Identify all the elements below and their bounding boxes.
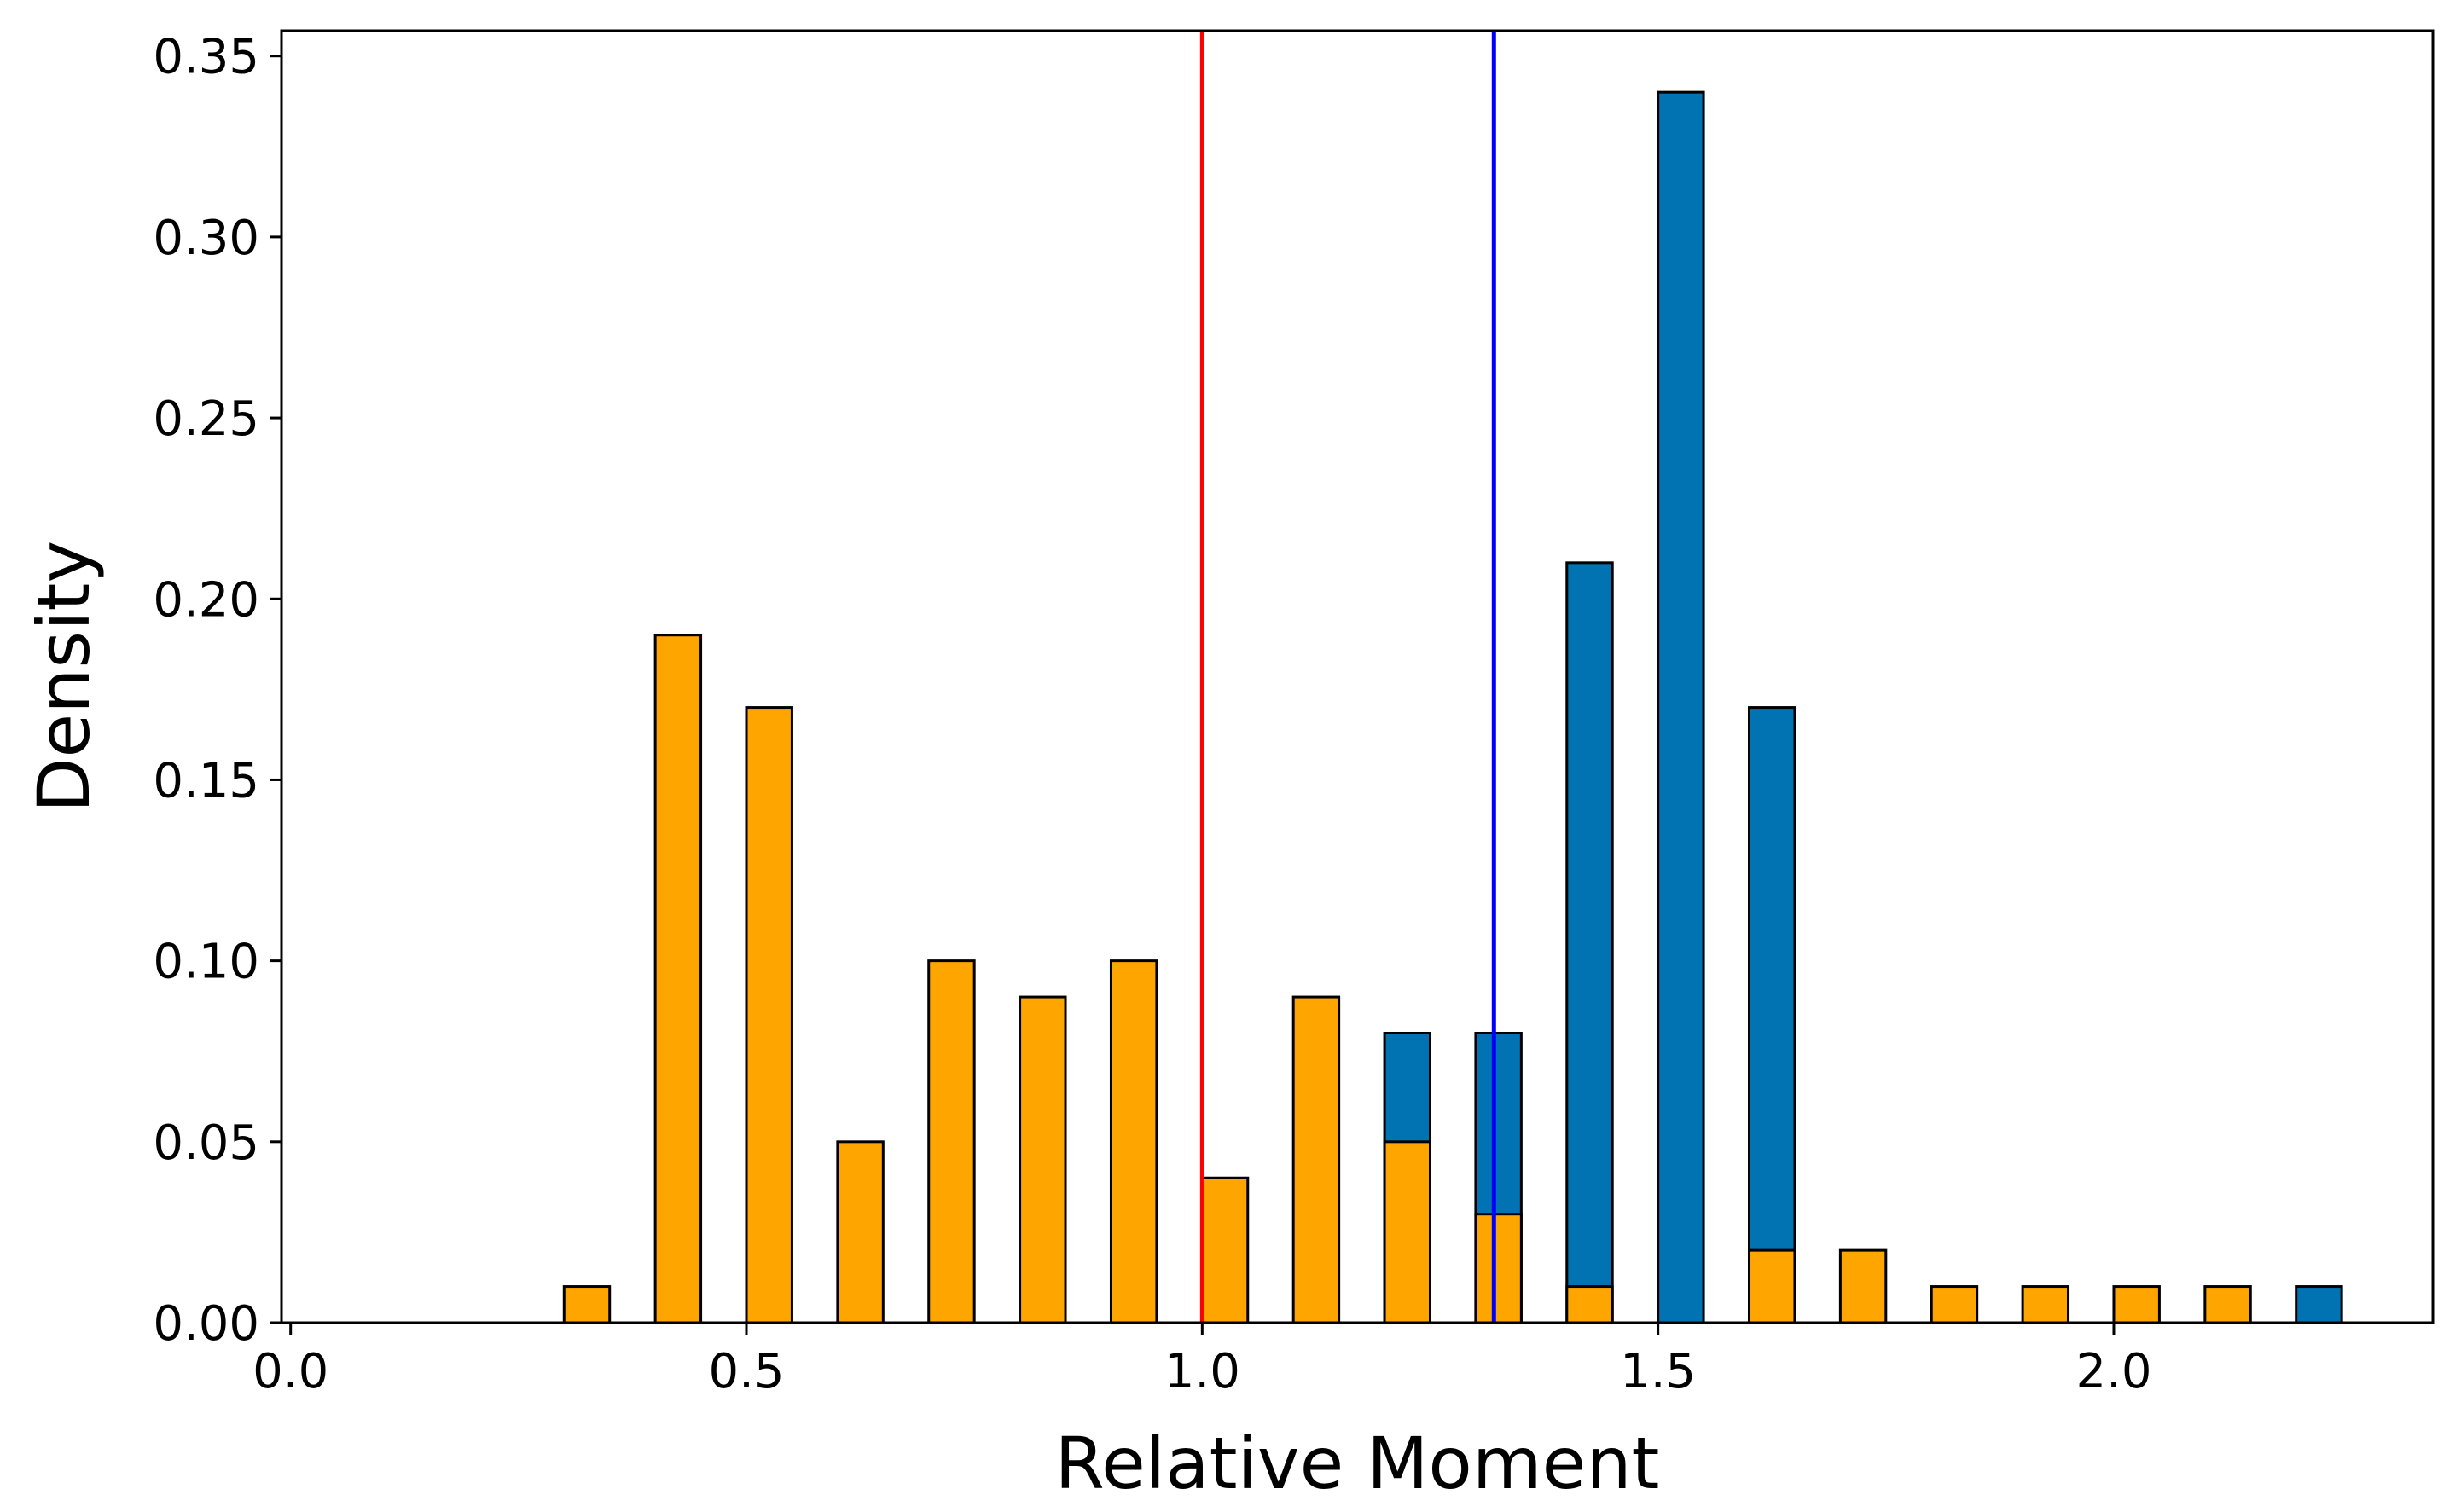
bar-series-0-bin-21 bbox=[2295, 1285, 2343, 1324]
bar-series-1-bin-12 bbox=[1474, 1213, 1523, 1324]
y-tick-label-3: 0.15 bbox=[153, 753, 259, 808]
x-tick-label-3: 1.5 bbox=[1620, 1344, 1696, 1399]
x-tick-label-1: 0.5 bbox=[708, 1344, 784, 1399]
x-axis-label: Relative Moment bbox=[1055, 1422, 1660, 1505]
reference-lines-layer bbox=[1199, 31, 1496, 1323]
y-tick-label-0: 0.00 bbox=[153, 1296, 259, 1352]
y-tick-label-1: 0.05 bbox=[153, 1115, 259, 1171]
bar-series-1-bin-4 bbox=[745, 706, 793, 1324]
bar-series-1 bbox=[562, 634, 2252, 1324]
bar-series-1-bin-13 bbox=[1565, 1285, 1614, 1324]
bar-series-1-bin-20 bbox=[2203, 1285, 2252, 1324]
bar-series-1-bin-16 bbox=[1838, 1248, 1888, 1324]
y-tick-label-7: 0.35 bbox=[153, 30, 259, 85]
bar-series-0-bin-13 bbox=[1565, 561, 1614, 1324]
bar-series-0-bin-15 bbox=[1748, 706, 1796, 1324]
bar-series-1-bin-8 bbox=[1109, 959, 1158, 1324]
bar-series-1-bin-17 bbox=[1930, 1285, 1979, 1324]
x-tick-label-0: 0.0 bbox=[252, 1344, 328, 1399]
bar-series-1-bin-11 bbox=[1383, 1140, 1431, 1324]
bar-series-1-bin-5 bbox=[836, 1140, 885, 1324]
bars-layer bbox=[562, 90, 2343, 1324]
y-tick-label-5: 0.25 bbox=[153, 391, 259, 447]
x-tick-label-4: 2.0 bbox=[2075, 1344, 2151, 1399]
y-axis: 0.00 0.05 0.10 0.15 0.20 0.25 0.30 0.35 bbox=[153, 30, 282, 1352]
bar-series-1-bin-18 bbox=[2021, 1285, 2070, 1324]
y-axis-label: Density bbox=[22, 541, 106, 813]
bar-series-1-bin-15 bbox=[1748, 1248, 1796, 1324]
bar-series-1-bin-19 bbox=[2112, 1285, 2161, 1324]
x-tick-label-2: 1.0 bbox=[1164, 1344, 1240, 1399]
y-tick-label-6: 0.30 bbox=[153, 211, 259, 266]
bar-series-1-bin-10 bbox=[1291, 995, 1341, 1324]
bar-series-1-bin-2 bbox=[562, 1285, 612, 1324]
x-axis: 0.0 0.5 1.0 1.5 2.0 bbox=[252, 1323, 2152, 1399]
bar-series-1-bin-6 bbox=[927, 959, 976, 1324]
bar-series-0-bin-14 bbox=[1657, 90, 1705, 1324]
plot-frame bbox=[280, 29, 2435, 1324]
bar-series-0 bbox=[1383, 90, 2343, 1324]
bar-series-1-bin-3 bbox=[653, 634, 703, 1324]
y-tick-label-2: 0.10 bbox=[153, 935, 259, 990]
y-tick-label-4: 0.20 bbox=[153, 572, 259, 628]
bar-series-1-bin-7 bbox=[1019, 995, 1067, 1324]
bar-series-1-bin-9 bbox=[1200, 1176, 1250, 1324]
